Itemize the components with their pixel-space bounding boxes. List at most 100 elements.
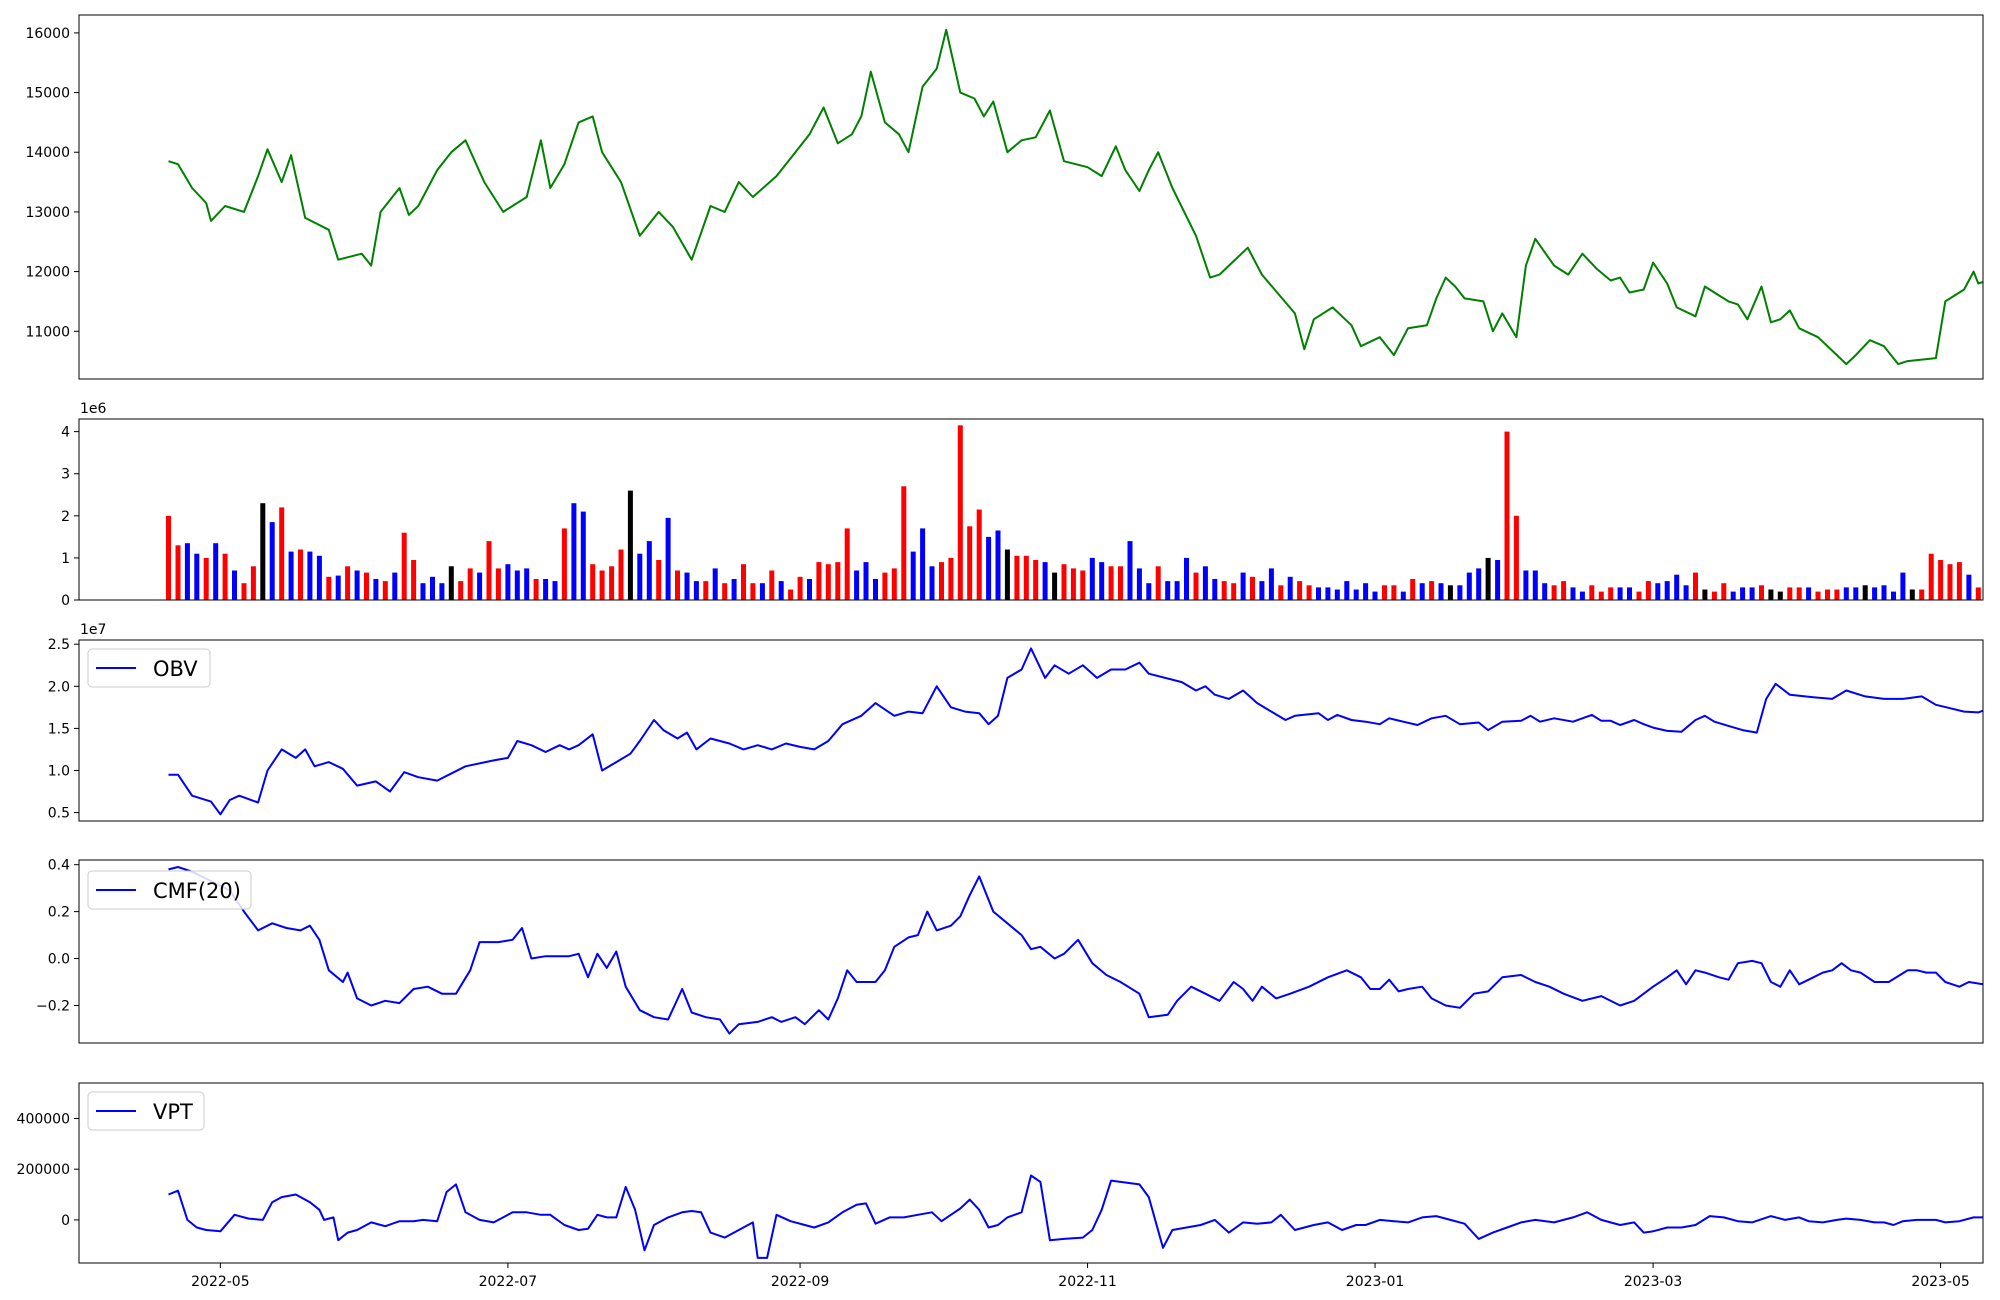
volume-bar [1928,553,1934,600]
volume-bar [1155,566,1161,600]
price-ytick-label: 16000 [25,26,70,42]
volume-plot-area [166,425,1981,600]
volume-bar [1344,581,1350,600]
volume-bar [1212,579,1218,600]
volume-bar [825,564,831,600]
volume-bar [439,583,445,600]
volume-bar [1853,587,1859,600]
volume-bar [901,486,907,600]
volume-bar [477,572,483,600]
volume-bar [891,568,897,600]
volume-bar [1787,587,1793,600]
volume-bar [1645,581,1651,600]
volume-bar [1664,581,1670,600]
obv-offset-label: 1e7 [80,622,106,638]
volume-bar [1693,572,1698,600]
volume-bar [1004,549,1010,600]
volume-bar [1108,566,1114,600]
cmf-axes-frame [78,859,1984,1044]
vpt-axes-frame [78,1082,1984,1264]
volume-bar [656,560,662,600]
volume-bar [241,583,247,600]
volume-bar [505,564,511,600]
price-axes-frame [78,14,1984,380]
volume-bar [590,564,596,600]
volume-bar [1834,589,1840,600]
price-ytick-label: 11000 [25,324,70,340]
volume-ytick-label: 3 [61,467,70,483]
volume-bar [430,576,435,600]
volume-bar [1872,587,1878,600]
volume-bar [1184,557,1189,600]
volume-bar [166,515,171,600]
volume-bar [788,589,794,600]
volume-bar [345,566,351,600]
volume-bar [778,581,784,600]
volume-bar [1457,585,1463,600]
volume-bar [1250,576,1255,600]
volume-bar [1193,572,1199,600]
volume-bar [920,528,926,600]
volume-bar [1146,583,1152,600]
volume-bar [873,579,878,600]
volume-bar [1042,562,1048,600]
volume-bar [675,570,680,600]
volume-bar [1843,587,1849,600]
volume-bar [203,557,209,600]
volume-bar [712,568,718,600]
volume-bar [1316,587,1321,600]
volume-ytick-label: 1 [61,551,70,567]
volume-bar [957,425,963,600]
volume-bar [1721,583,1727,600]
price-plot-area [168,28,1983,366]
volume-bar [1542,583,1548,600]
volume-bar [665,517,671,600]
volume-bar [1674,574,1680,600]
obv-axes-frame [78,639,1984,822]
volume-bar [1551,585,1557,600]
volume-bar [1919,589,1925,600]
vpt-legend-label: VPT [153,1100,193,1124]
volume-bar [1070,568,1076,600]
price-ytick-label: 12000 [25,265,70,281]
volume-bar [194,553,200,600]
volume-ytick-label: 0 [61,593,70,609]
volume-bar [750,583,756,600]
volume-bar [175,545,181,600]
volume-bar [1579,591,1585,600]
volume-bar [797,576,803,600]
volume-ytick-label: 2 [61,509,70,525]
obv-ytick-label: 1.0 [48,763,70,779]
volume-bar [1947,564,1953,600]
volume-bar [1278,585,1284,600]
volume-bar [599,570,605,600]
volume-bar [1240,572,1246,600]
volume-bar [1523,570,1529,600]
volume-bar [1259,581,1265,600]
vpt-panel: 0 200000 400000 VPT [17,1082,1984,1264]
xtick-label: 2022-07 [479,1274,538,1290]
volume-bar [1881,585,1887,600]
obv-ytick-label: 2.5 [48,637,70,653]
volume-bar [1608,587,1614,600]
volume-bar [467,568,473,600]
volume-bar [1400,591,1406,600]
volume-bar [326,576,332,600]
volume-bar [1023,555,1029,600]
xtick-label: 2022-09 [771,1274,830,1290]
volume-bar [1485,557,1491,600]
volume-bar [1382,585,1387,600]
volume-bar [1561,581,1567,600]
volume-bar [1438,583,1444,600]
cmf-ytick-label: 0.0 [48,952,70,968]
volume-bar [458,581,464,600]
volume-bar [571,503,577,600]
volume-bar [1532,570,1538,600]
volume-bar [1410,579,1416,600]
volume-bar [411,560,417,600]
volume-bar [759,583,765,600]
cmf-legend-box [87,870,252,910]
volume-bar [1504,431,1510,600]
volume-bar [1768,589,1774,600]
